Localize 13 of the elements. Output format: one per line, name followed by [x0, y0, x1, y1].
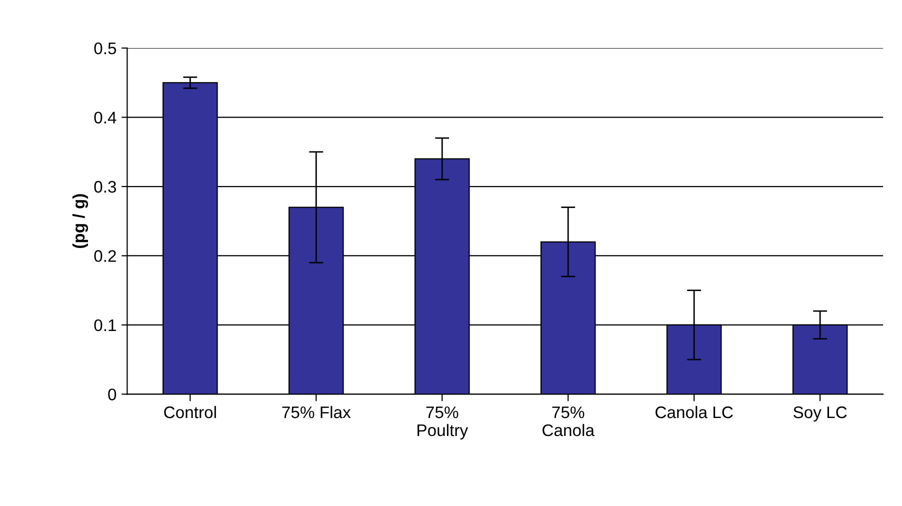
y-tick-label: 0.5	[94, 42, 116, 54]
y-tick-label: 0.4	[94, 112, 116, 124]
x-tick-label: Canola LC	[656, 406, 733, 418]
y-axis-title: (pg / g)	[72, 194, 88, 248]
x-tick-label: 75% Canola	[542, 406, 595, 436]
x-tick-label: Control	[164, 406, 216, 418]
x-tick-label: 75% Flax	[282, 406, 351, 418]
y-tick-label: 0.1	[94, 319, 116, 332]
x-tick-label: 75% Poultry	[418, 406, 468, 440]
y-tick-label: 0.3	[94, 180, 116, 193]
y-tick-label: 0.2	[94, 250, 116, 262]
x-tick-label: Soy LC	[794, 406, 847, 422]
y-tick-label: 0	[108, 388, 116, 400]
